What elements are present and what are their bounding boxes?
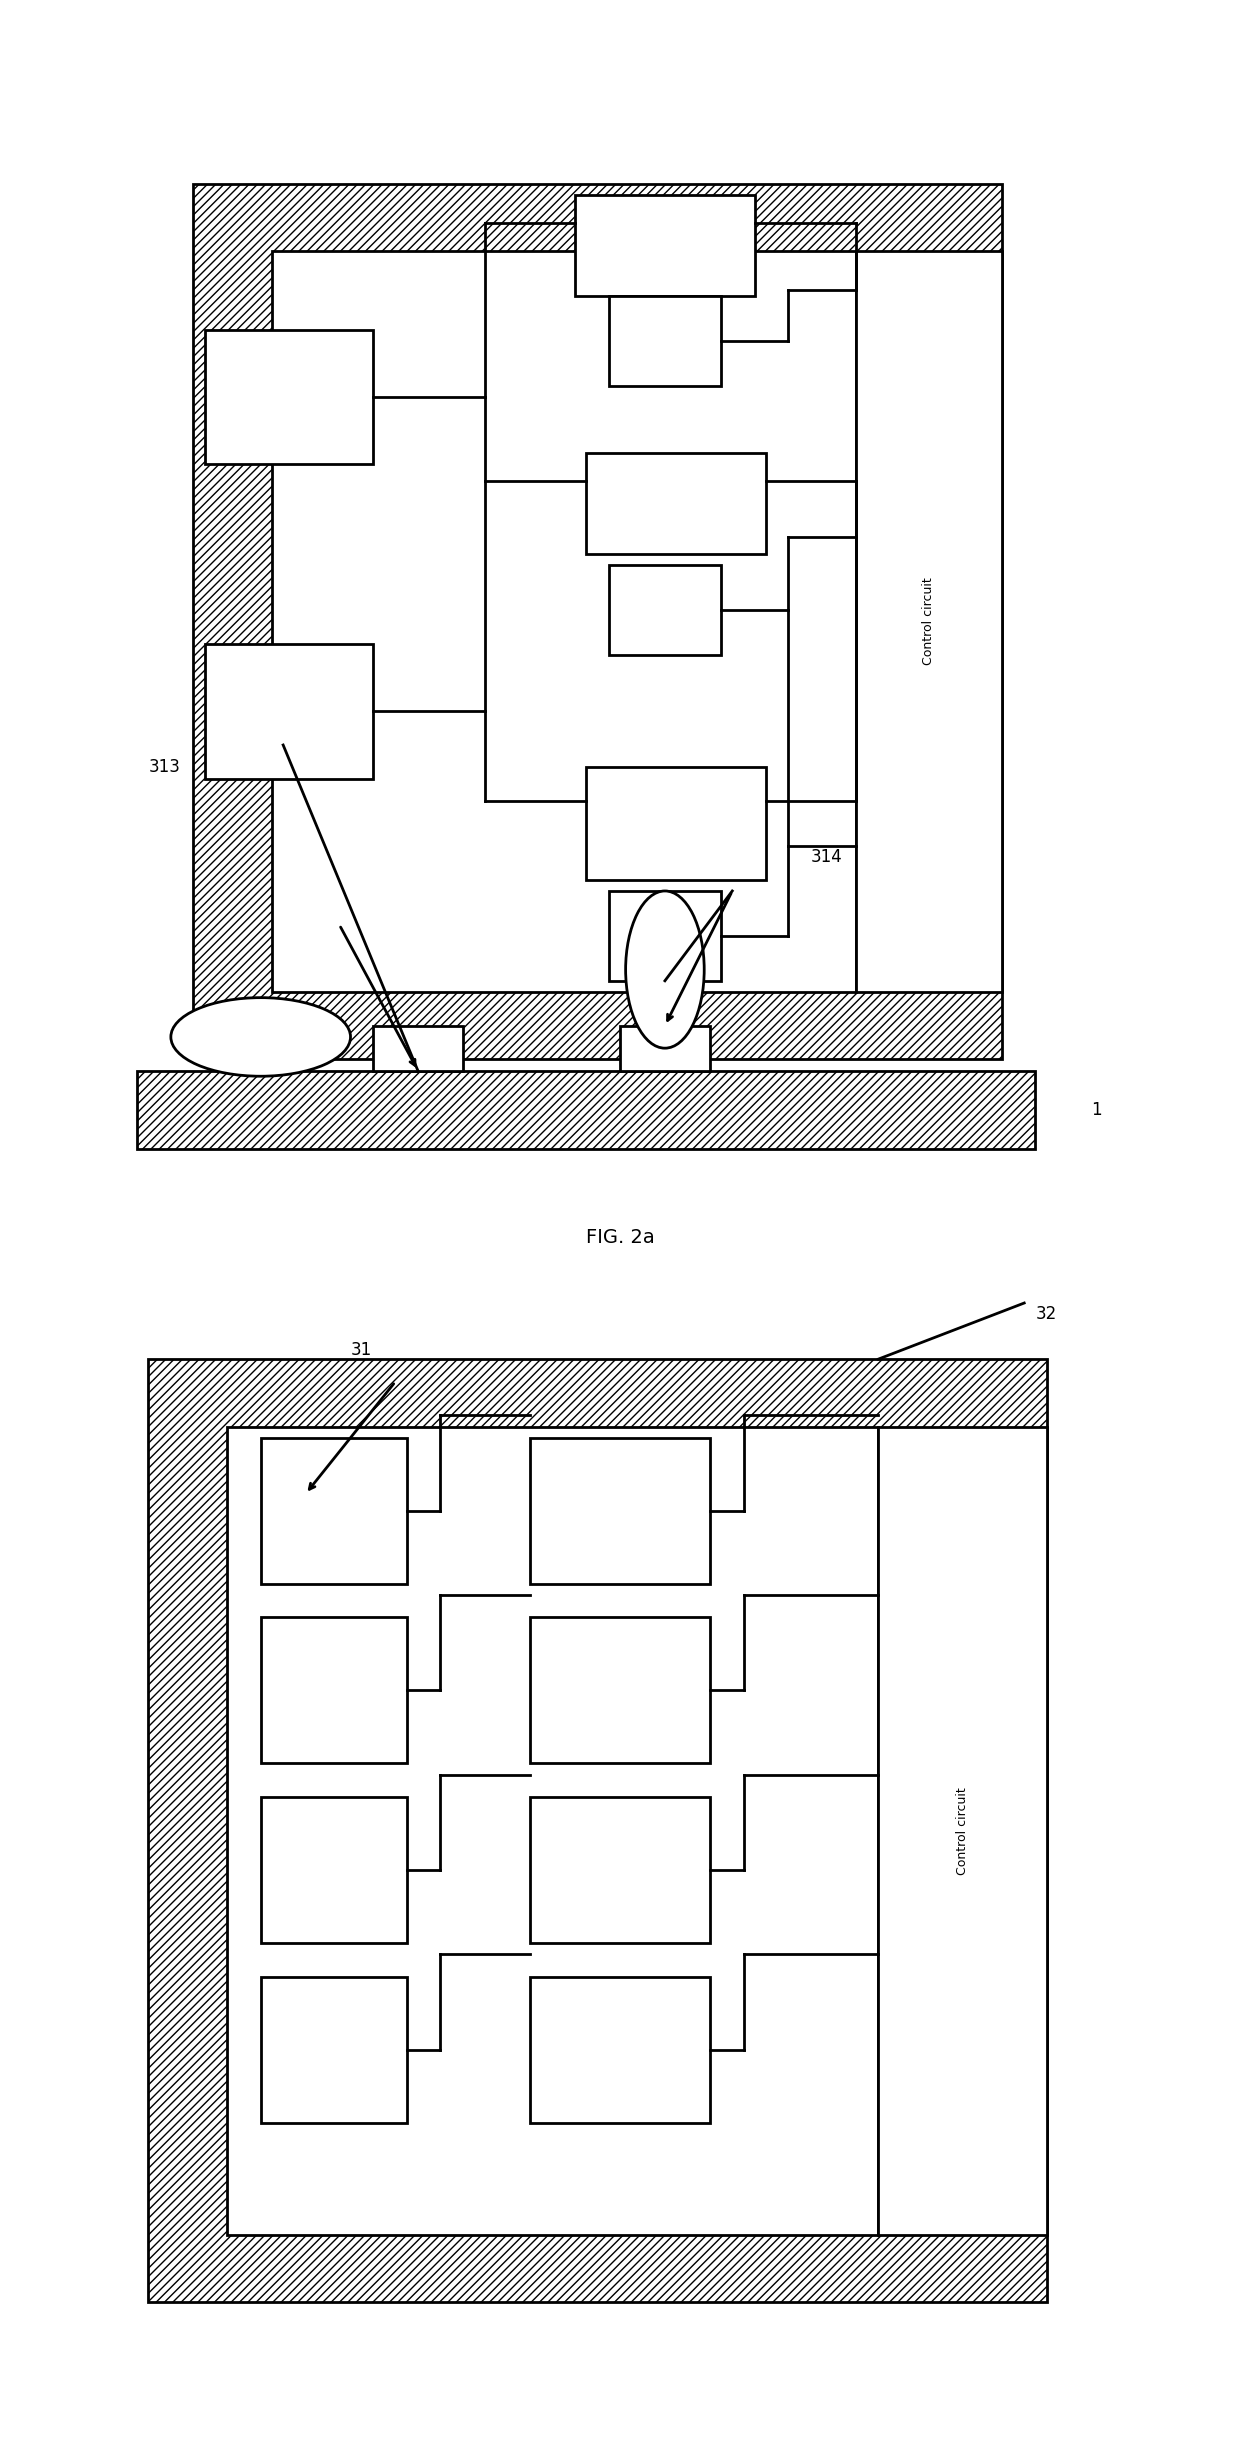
Text: FIG. 2a: FIG. 2a [585, 1228, 655, 1247]
Text: 313: 313 [149, 759, 180, 776]
Bar [205, 644, 373, 779]
Bar [193, 183, 1002, 1059]
Bar [856, 251, 1002, 991]
Text: Control circuit: Control circuit [956, 1787, 968, 1875]
Bar [373, 1025, 463, 1072]
Bar [149, 1360, 1047, 2302]
Text: 32: 32 [1035, 1306, 1056, 1323]
Bar [609, 891, 720, 981]
Text: 1: 1 [1091, 1101, 1102, 1118]
Bar [609, 566, 720, 654]
Bar [878, 1426, 1047, 2236]
Bar [575, 195, 755, 295]
Bar [531, 1977, 709, 2124]
Bar [609, 295, 720, 386]
Bar [260, 1618, 407, 1762]
Bar [531, 1438, 709, 1584]
Bar [587, 766, 766, 879]
Text: Control circuit: Control circuit [923, 579, 935, 666]
Ellipse shape [626, 891, 704, 1047]
Text: 314: 314 [811, 849, 843, 867]
Bar [620, 1025, 709, 1072]
Bar [272, 251, 856, 991]
Ellipse shape [171, 998, 351, 1076]
Bar [138, 1072, 1035, 1150]
Bar [531, 1797, 709, 1943]
Bar [260, 1797, 407, 1943]
Bar [587, 454, 766, 554]
Bar [531, 1618, 709, 1762]
Bar [260, 1438, 407, 1584]
Bar [205, 330, 373, 464]
Bar [227, 1426, 878, 2236]
Bar [260, 1977, 407, 2124]
Text: 31: 31 [351, 1340, 372, 1360]
